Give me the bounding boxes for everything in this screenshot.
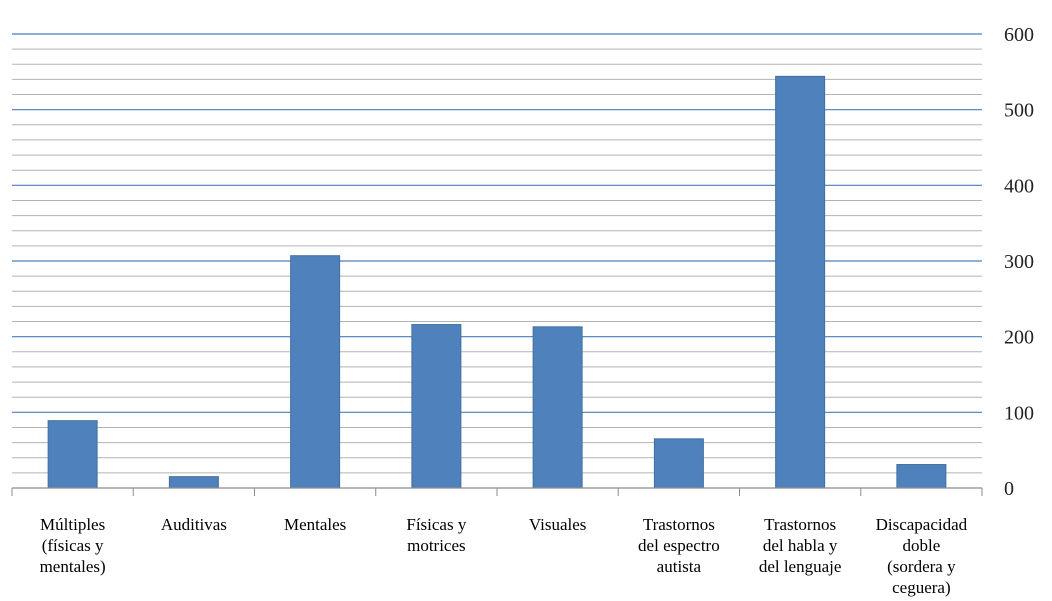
x-tick-label: Trastornos del habla y del lenguaje (759, 515, 842, 576)
x-tick-label: Discapacidad doble (sordera y ceguera) (876, 515, 968, 597)
bar-5 (532, 326, 583, 489)
bar-4 (411, 324, 462, 489)
x-axis (11, 487, 983, 496)
y-tick-label: 400 (1004, 175, 1034, 197)
bar-1 (47, 420, 98, 489)
bar-2 (168, 476, 219, 489)
x-tick-label: Múltiples (físicas y mentales) (40, 515, 106, 576)
x-tick-label: Visuales (529, 515, 587, 534)
y-tick-label: 500 (1004, 100, 1034, 122)
y-tick-label: 100 (1004, 402, 1034, 424)
x-tick-label: Físicas y motrices (406, 515, 466, 555)
x-tick-label: Mentales (284, 515, 346, 534)
grid-lines (12, 33, 982, 474)
x-axis-labels: Múltiples (físicas y mentales) Auditivas Men… (40, 515, 968, 597)
bar-6 (653, 438, 704, 489)
bar-7 (775, 75, 826, 489)
x-tick-label: Trastornos del espectro autista (638, 515, 720, 576)
y-tick-label: 0 (1004, 478, 1014, 500)
bar-3 (290, 255, 341, 489)
y-tick-label: 300 (1004, 251, 1034, 273)
x-tick-label: Auditivas (161, 515, 227, 534)
bar-series (47, 75, 947, 489)
y-axis-ticks: 0 100 200 300 400 500 600 (1004, 24, 1034, 500)
bar-8 (896, 464, 947, 489)
y-tick-label: 600 (1004, 24, 1034, 46)
y-tick-label: 200 (1004, 327, 1034, 349)
